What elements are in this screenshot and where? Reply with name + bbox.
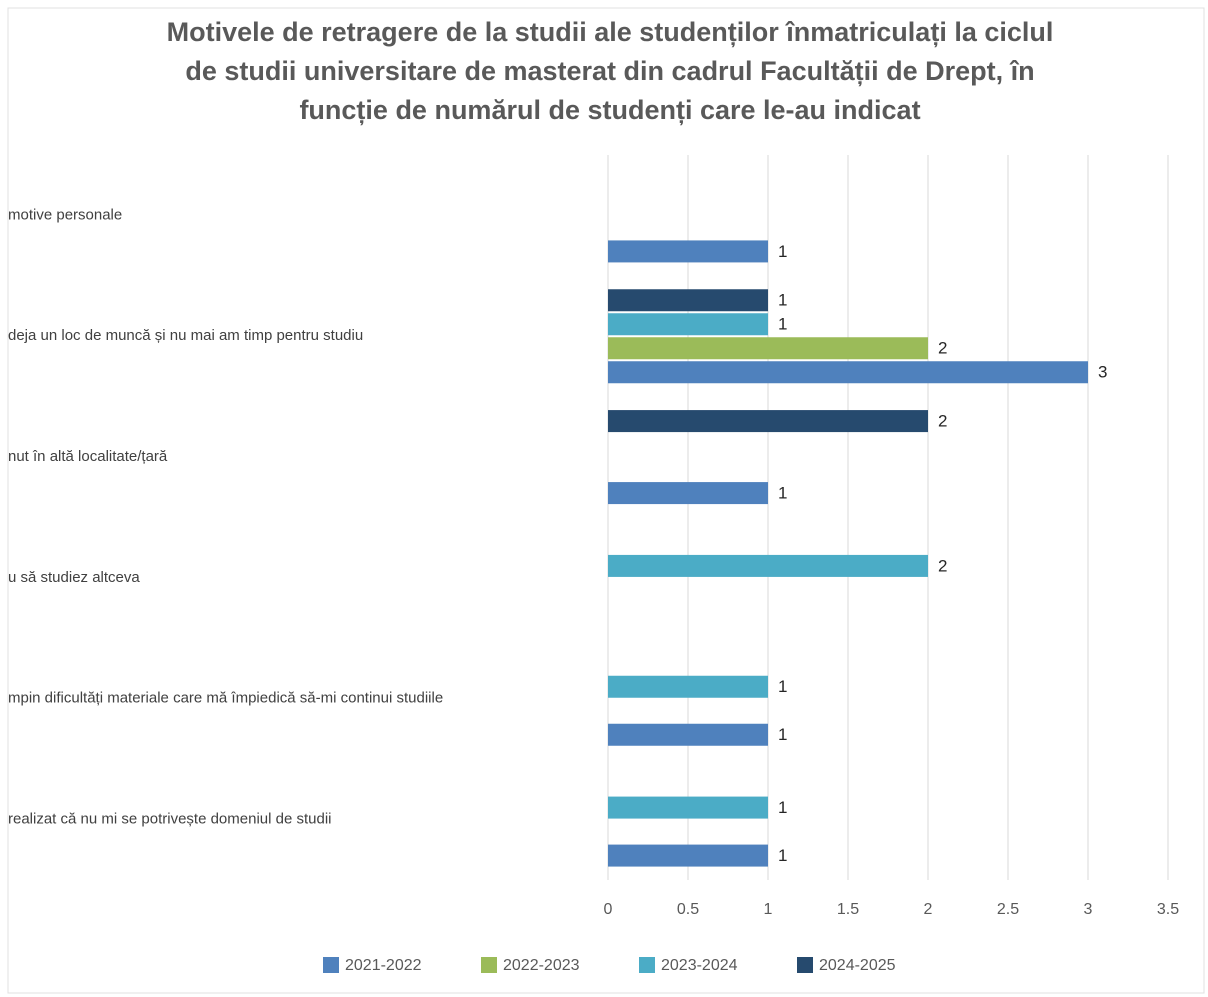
legend-swatch [797, 957, 813, 973]
category-label: u să studiez altceva [8, 569, 140, 586]
data-label: 1 [778, 315, 787, 334]
category-label: realizat că nu mi se potrivește domeniul… [8, 811, 332, 828]
data-label: 1 [778, 291, 787, 310]
x-tick-label: 3 [1084, 901, 1093, 918]
legend-label: 2023-2024 [661, 957, 738, 974]
bar [608, 675, 768, 698]
category-label: nut în altă localitate/țară [8, 448, 168, 465]
x-tick-label: 3.5 [1157, 901, 1179, 918]
legend-swatch [481, 957, 497, 973]
data-label: 1 [778, 484, 787, 503]
data-label: 1 [778, 242, 787, 261]
x-tick-label: 1 [764, 901, 773, 918]
category-label: deja un loc de muncă și nu mai am timp p… [8, 327, 363, 344]
bar [608, 361, 1088, 384]
bar [608, 482, 768, 505]
data-label: 1 [778, 798, 787, 817]
bar [608, 240, 768, 263]
bar [608, 337, 928, 360]
x-tick-label: 0 [604, 901, 613, 918]
bar [608, 796, 768, 819]
bar [608, 723, 768, 746]
legend-swatch [639, 957, 655, 973]
legend-label: 2022-2023 [503, 957, 580, 974]
data-label: 1 [778, 725, 787, 744]
data-label: 2 [938, 556, 947, 575]
x-tick-label: 2 [924, 901, 933, 918]
x-tick-label: 0.5 [677, 901, 699, 918]
bar [608, 844, 768, 867]
chart-title: de studii universitare de masterat din c… [185, 56, 1034, 86]
data-label: 3 [1098, 363, 1107, 382]
data-label: 2 [938, 339, 947, 358]
legend-label: 2024-2025 [819, 957, 896, 974]
chart-title: funcție de numărul de studenți care le-a… [299, 95, 920, 125]
category-label: mpin dificultăți materiale care mă împie… [8, 690, 443, 707]
x-tick-label: 2.5 [997, 901, 1019, 918]
legend-label: 2021-2022 [345, 957, 422, 974]
bar [608, 289, 768, 312]
bar [608, 313, 768, 336]
data-label: 1 [778, 677, 787, 696]
category-label: motive personale [8, 206, 122, 223]
data-label: 1 [778, 846, 787, 865]
legend-swatch [323, 957, 339, 973]
chart-frame [7, 7, 1205, 994]
bar [608, 554, 928, 577]
bar [608, 410, 928, 433]
data-label: 2 [938, 412, 947, 431]
x-tick-label: 1.5 [837, 901, 859, 918]
chart-title: Motivele de retragere de la studii ale s… [167, 17, 1054, 47]
